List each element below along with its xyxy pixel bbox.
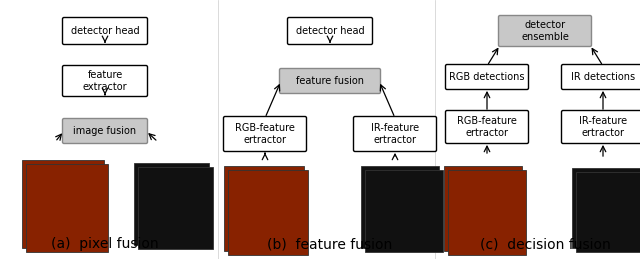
Bar xyxy=(448,170,526,255)
Text: feature
extractor: feature extractor xyxy=(83,70,127,92)
Bar xyxy=(576,172,640,252)
Bar xyxy=(228,170,308,255)
Bar xyxy=(22,160,104,248)
Bar xyxy=(134,163,209,245)
Bar xyxy=(444,166,522,251)
FancyBboxPatch shape xyxy=(287,18,372,45)
FancyBboxPatch shape xyxy=(561,64,640,90)
Text: image fusion: image fusion xyxy=(74,126,136,136)
Text: detector
ensemble: detector ensemble xyxy=(521,20,569,42)
Text: IR-feature
ertractor: IR-feature ertractor xyxy=(371,123,419,145)
Bar xyxy=(224,166,304,251)
Text: IR detections: IR detections xyxy=(571,72,635,82)
Text: detector head: detector head xyxy=(296,26,364,36)
Bar xyxy=(361,166,439,248)
FancyBboxPatch shape xyxy=(353,117,436,152)
Text: feature fusion: feature fusion xyxy=(296,76,364,86)
Text: IR-feature
ertractor: IR-feature ertractor xyxy=(579,116,627,138)
FancyBboxPatch shape xyxy=(223,117,307,152)
Text: (a)  pixel fusion: (a) pixel fusion xyxy=(51,237,159,251)
FancyBboxPatch shape xyxy=(280,68,381,93)
FancyBboxPatch shape xyxy=(499,16,591,47)
Bar xyxy=(138,167,213,249)
FancyBboxPatch shape xyxy=(445,64,529,90)
Bar xyxy=(572,168,640,248)
Text: (c)  decision fusion: (c) decision fusion xyxy=(479,237,611,251)
FancyBboxPatch shape xyxy=(63,66,147,97)
FancyBboxPatch shape xyxy=(63,18,147,45)
FancyBboxPatch shape xyxy=(561,111,640,143)
Text: (b)  feature fusion: (b) feature fusion xyxy=(268,237,392,251)
Text: detector head: detector head xyxy=(70,26,140,36)
Bar xyxy=(365,170,443,252)
FancyBboxPatch shape xyxy=(445,111,529,143)
Text: RGB detections: RGB detections xyxy=(449,72,525,82)
Text: RGB-feature
ertractor: RGB-feature ertractor xyxy=(235,123,295,145)
Bar xyxy=(26,164,108,252)
Text: RGB-feature
ertractor: RGB-feature ertractor xyxy=(457,116,517,138)
FancyBboxPatch shape xyxy=(63,119,147,143)
